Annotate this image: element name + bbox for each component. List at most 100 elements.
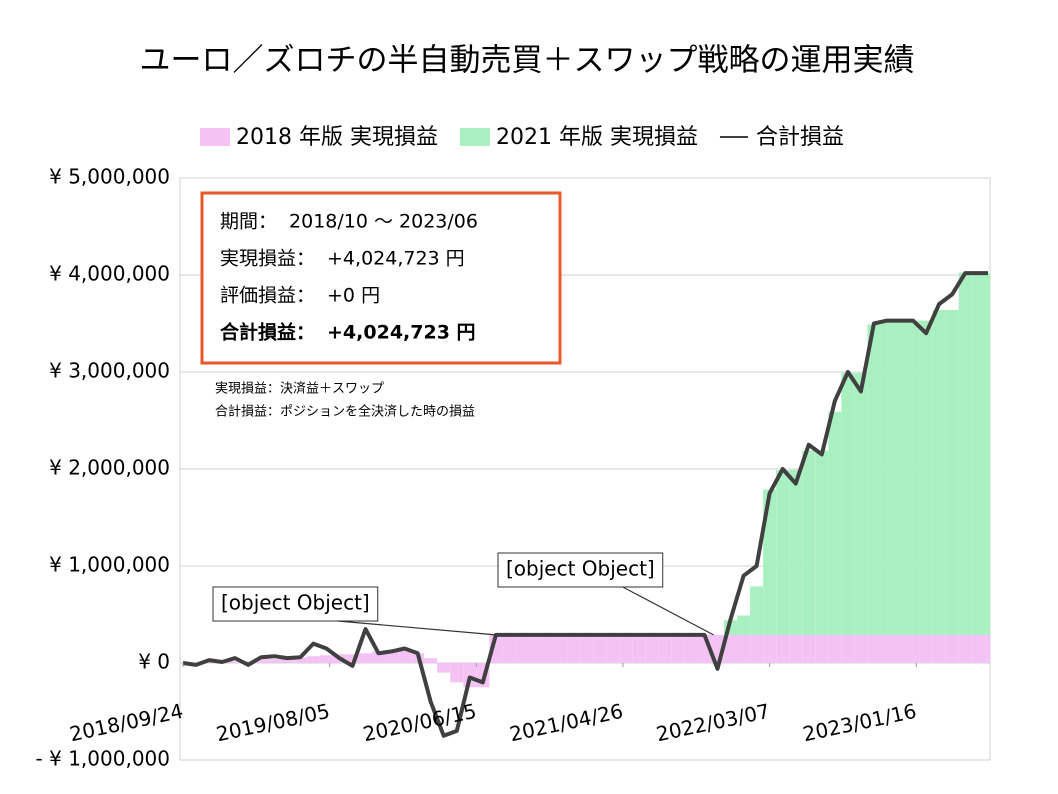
area-2018 <box>567 634 581 663</box>
info-value: +0 円 <box>327 285 380 307</box>
area-2018 <box>593 634 607 663</box>
area-2018 <box>958 634 972 663</box>
note: 実現損益：決済益＋スワップ <box>215 381 384 397</box>
area-2018 <box>932 634 946 663</box>
area-2021 <box>763 489 777 635</box>
legend-label: 2021 年版 実現損益 <box>496 125 698 150</box>
area-2021 <box>750 586 764 635</box>
area-2021 <box>854 372 868 635</box>
y-tick-label: ¥ 5,000,000 <box>49 165 170 189</box>
area-2018 <box>893 634 907 663</box>
area-2018 <box>867 634 881 663</box>
callout-box <box>212 586 379 622</box>
area-2021 <box>880 320 894 635</box>
area-2021 <box>776 469 790 635</box>
legend-label: 合計損益 <box>756 125 844 150</box>
area-2021 <box>802 450 816 635</box>
y-tick-label: ¥ 0 <box>138 650 170 674</box>
callout-text: [object Object] <box>506 557 655 581</box>
area-2018 <box>228 661 242 663</box>
area-2018 <box>750 634 764 663</box>
area-2018 <box>815 634 829 663</box>
area-2021 <box>971 272 985 635</box>
area-2018 <box>789 634 803 663</box>
note: 合計損益：ポジションを全決済した時の損益 <box>215 404 475 420</box>
area-2018 <box>280 658 294 663</box>
callout-pointer <box>337 620 496 636</box>
area-2018 <box>724 634 738 663</box>
area-2021 <box>828 411 842 635</box>
area-2018 <box>619 634 633 663</box>
area-2018 <box>841 634 855 663</box>
area-2021 <box>867 324 881 635</box>
legend-label: 2018 年版 実現損益 <box>236 125 438 150</box>
area-2018 <box>267 659 281 663</box>
area-2018 <box>372 651 386 663</box>
area-2018 <box>463 663 477 688</box>
y-tick-label: ¥ 4,000,000 <box>49 262 170 286</box>
area-2021 <box>958 272 972 635</box>
area-2018 <box>763 634 777 663</box>
area-2018 <box>945 634 959 663</box>
area-2021 <box>789 469 803 635</box>
area-2018 <box>580 634 594 663</box>
area-2018 <box>424 658 438 663</box>
area-2018 <box>802 634 816 663</box>
callout-pointer <box>622 586 714 636</box>
callout-text: [object Object] <box>221 591 370 615</box>
area-2021 <box>893 320 907 635</box>
area-2018 <box>293 657 307 663</box>
info-label: 実現損益： <box>220 248 315 270</box>
area-2018 <box>541 634 555 663</box>
area-2018 <box>645 634 659 663</box>
area-2021 <box>932 309 946 635</box>
callout-box <box>497 552 664 588</box>
area-2018 <box>437 663 451 673</box>
area-2021 <box>815 450 829 635</box>
area-2021 <box>919 320 933 635</box>
area-2018 <box>632 634 646 663</box>
info-label: 評価損益： <box>220 285 315 307</box>
area-2018 <box>854 634 868 663</box>
area-2018 <box>658 634 672 663</box>
area-2018 <box>737 634 751 663</box>
area-2018 <box>606 634 620 663</box>
area-2021 <box>841 372 855 635</box>
area-2018 <box>306 656 320 663</box>
y-tick-label: ¥ 3,000,000 <box>49 359 170 383</box>
area-2018 <box>919 634 933 663</box>
area-2018 <box>684 634 698 663</box>
area-2018 <box>981 634 990 663</box>
y-tick-label: ¥ 1,000,000 <box>49 553 170 577</box>
area-2018 <box>241 661 255 663</box>
info-box <box>200 191 562 365</box>
legend-swatch <box>200 128 230 146</box>
area-2018 <box>254 659 268 663</box>
info-value: 2018/10 ～ 2023/06 <box>289 211 478 233</box>
area-2018 <box>554 634 568 663</box>
area-2021 <box>737 615 751 635</box>
area-2018 <box>515 634 529 663</box>
area-2018 <box>398 649 412 663</box>
info-label: 期間： <box>220 211 277 233</box>
area-2018 <box>776 634 790 663</box>
area-2021 <box>906 320 920 635</box>
area-2018 <box>880 634 894 663</box>
area-2018 <box>450 663 464 683</box>
y-tick-label: ¥ 2,000,000 <box>49 456 170 480</box>
area-2018 <box>345 654 359 663</box>
area-2018 <box>906 634 920 663</box>
y-tick-label: - ¥ 1,000,000 <box>36 747 170 771</box>
total-line <box>182 271 988 738</box>
area-2018 <box>502 634 516 663</box>
area-2018 <box>528 634 542 663</box>
info-value: +4,024,723 円 <box>327 322 476 344</box>
area-2018 <box>202 662 216 663</box>
x-tick-label: 2018/09/24 <box>67 699 185 746</box>
info-label: 合計損益： <box>220 321 315 344</box>
area-2021 <box>945 309 959 635</box>
area-2018 <box>828 634 842 663</box>
area-2018 <box>319 655 333 663</box>
info-value: +4,024,723 円 <box>327 248 465 270</box>
